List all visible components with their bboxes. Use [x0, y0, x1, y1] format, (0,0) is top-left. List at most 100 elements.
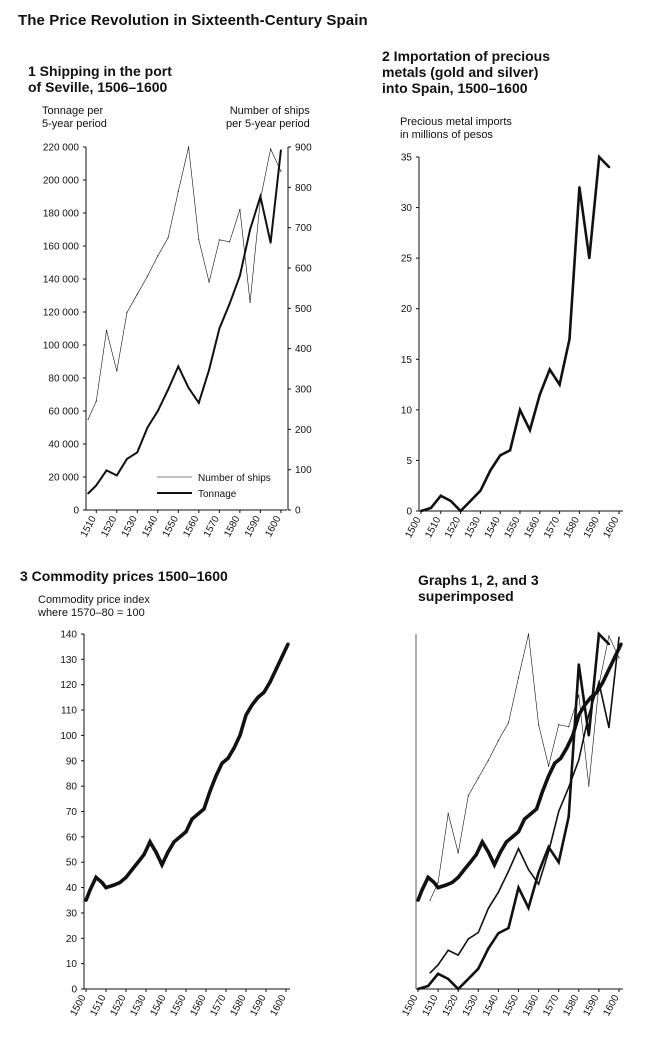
- superimposed-ships-series-point: [429, 899, 431, 901]
- panel-2-title: 2 Importation of precious metals (gold a…: [382, 48, 551, 96]
- metals-series-point: [449, 499, 452, 503]
- metals-y-tick-label: 35: [401, 153, 413, 164]
- metals-y-tick-label: 25: [401, 254, 413, 265]
- prices-series-point: [100, 880, 104, 885]
- shipping-tonnage-series-point: [187, 386, 190, 389]
- shipping-y-tick-label: 200 000: [43, 176, 80, 187]
- shipping-legend-ships-label: Number of ships: [198, 473, 271, 484]
- superimposed-prices-series-point: [613, 655, 617, 659]
- panel-2-axis-label: Precious metal imports in millions of pe…: [400, 116, 512, 141]
- prices-x-tick-label: 1530: [128, 993, 148, 1018]
- metals-series-point: [439, 494, 442, 497]
- metals-series-point: [518, 408, 522, 412]
- shipping-tonnage-series-point: [87, 492, 90, 495]
- prices-y-tick-label: 130: [60, 655, 77, 666]
- superimposed-tonnage-series-point: [457, 954, 459, 956]
- shipping-tonnage-series-point: [249, 228, 252, 231]
- superimposed-ships-series-point: [548, 765, 550, 767]
- superimposed-tonnage-series-point: [467, 938, 470, 940]
- shipping-y2-tick-label: 0: [295, 506, 301, 517]
- superimposed-prices-series-point: [480, 840, 484, 844]
- shipping-tonnage-series-point: [126, 457, 128, 460]
- superimposed-ships-series-point: [447, 812, 449, 815]
- superimposed-prices-series-point: [607, 667, 611, 672]
- superimposed-prices-series-point: [546, 774, 551, 778]
- prices-series-point: [112, 883, 116, 887]
- superimposed-tonnage-series-line: [429, 637, 620, 974]
- superimposed-tonnage-series-point: [537, 883, 540, 885]
- prices-series-point: [208, 789, 212, 793]
- prices-y-tick-label: 140: [60, 630, 77, 641]
- prices-series-point: [268, 680, 272, 684]
- superimposed-tonnage-series-point: [578, 759, 580, 761]
- shipping-ships-series-point: [229, 241, 231, 243]
- shipping-y-tick-label: 0: [73, 506, 79, 517]
- metals-y-tick-label: 20: [401, 304, 413, 315]
- metals-series-point: [588, 256, 591, 260]
- superimposed-ships-series-line: [429, 633, 620, 901]
- prices-series-point: [244, 713, 248, 717]
- panel-1-left-axis-label: Tonnage per 5-year period: [42, 105, 107, 130]
- superimposed-prices-series-point: [522, 817, 527, 821]
- metals-series-point: [578, 186, 581, 189]
- superimposed-tonnage-series-point: [517, 847, 520, 850]
- superimposed-prices-series-point: [583, 703, 587, 707]
- superimposed-ships-series-point: [477, 777, 479, 779]
- prices-series-point: [166, 850, 170, 854]
- shipping-x-tick-label: 1580: [222, 514, 242, 539]
- shipping-ships-series-point: [116, 370, 118, 372]
- prices-y-tick-label: 90: [66, 756, 78, 767]
- superimposed-tonnage-series-point: [527, 868, 530, 871]
- prices-y-tick-label: 40: [66, 883, 78, 894]
- superimposed-ships-series-point: [467, 795, 469, 797]
- metals-series-point: [499, 454, 502, 457]
- superimposed-prices-series-point: [426, 875, 430, 880]
- shipping-y-tick-label: 220 000: [43, 143, 80, 154]
- metals-series-line: [420, 154, 611, 513]
- superimposed-prices-series-point: [432, 880, 436, 885]
- superimposed-prices-series-point: [528, 812, 533, 816]
- shipping-ships-series-point: [208, 281, 210, 283]
- panel-3-title: 3 Commodity prices 1500–1600: [20, 568, 228, 584]
- metals-series-point: [419, 509, 423, 513]
- panel-1-title: 1 Shipping in the port of Seville, 1506–…: [28, 63, 172, 95]
- superimposed-ships-series-point: [578, 694, 580, 696]
- prices-series-point: [172, 840, 176, 844]
- metals-y-tick-label: 0: [406, 507, 412, 518]
- metals-y-tick-label: 10: [401, 405, 413, 416]
- shipping-tonnage-series-point: [279, 149, 282, 152]
- superimposed-prices-series-point: [450, 880, 454, 885]
- shipping-ships-series-point: [270, 148, 272, 150]
- shipping-ships-series-point: [239, 208, 241, 211]
- prices-series-point: [286, 642, 290, 646]
- metals-series-point: [607, 165, 611, 169]
- superimposed-metals-series-point: [537, 871, 540, 874]
- superimposed-ships-series-point: [588, 785, 590, 787]
- shipping-ships-series-point: [249, 301, 251, 303]
- superimposed-tonnage-series-point: [487, 907, 490, 910]
- shipping-ships-series-point: [95, 400, 97, 402]
- shipping-y-tick-label: 100 000: [43, 341, 80, 352]
- prices-series-point: [160, 863, 164, 867]
- prices-x-tick-label: 1500: [68, 993, 88, 1018]
- superimposed-ships-series-point: [457, 852, 459, 854]
- superimposed-metals-series-point: [436, 972, 440, 975]
- prices-x-tick-label: 1520: [108, 993, 128, 1018]
- prices-series-point: [118, 880, 122, 885]
- prices-x-tick-label: 1590: [248, 993, 268, 1018]
- prices-x-tick-label: 1540: [148, 993, 168, 1018]
- superimposed-metals-series-point: [607, 642, 611, 646]
- superimposed-prices-series-point: [565, 746, 569, 750]
- shipping-x-tick-label: 1570: [202, 514, 222, 539]
- superimposed-prices-series-point: [492, 863, 497, 867]
- metals-x-tick-label: 1590: [582, 515, 602, 540]
- prices-y-tick-label: 30: [66, 908, 78, 919]
- metals-series-point: [598, 155, 601, 159]
- prices-series-point: [274, 667, 278, 672]
- shipping-ships-series-point: [157, 255, 159, 257]
- shipping-y2-tick-label: 600: [295, 264, 312, 275]
- metals-x-tick-label: 1580: [562, 515, 582, 540]
- shipping-ships-series-point: [136, 293, 138, 295]
- prices-series-point: [226, 756, 230, 760]
